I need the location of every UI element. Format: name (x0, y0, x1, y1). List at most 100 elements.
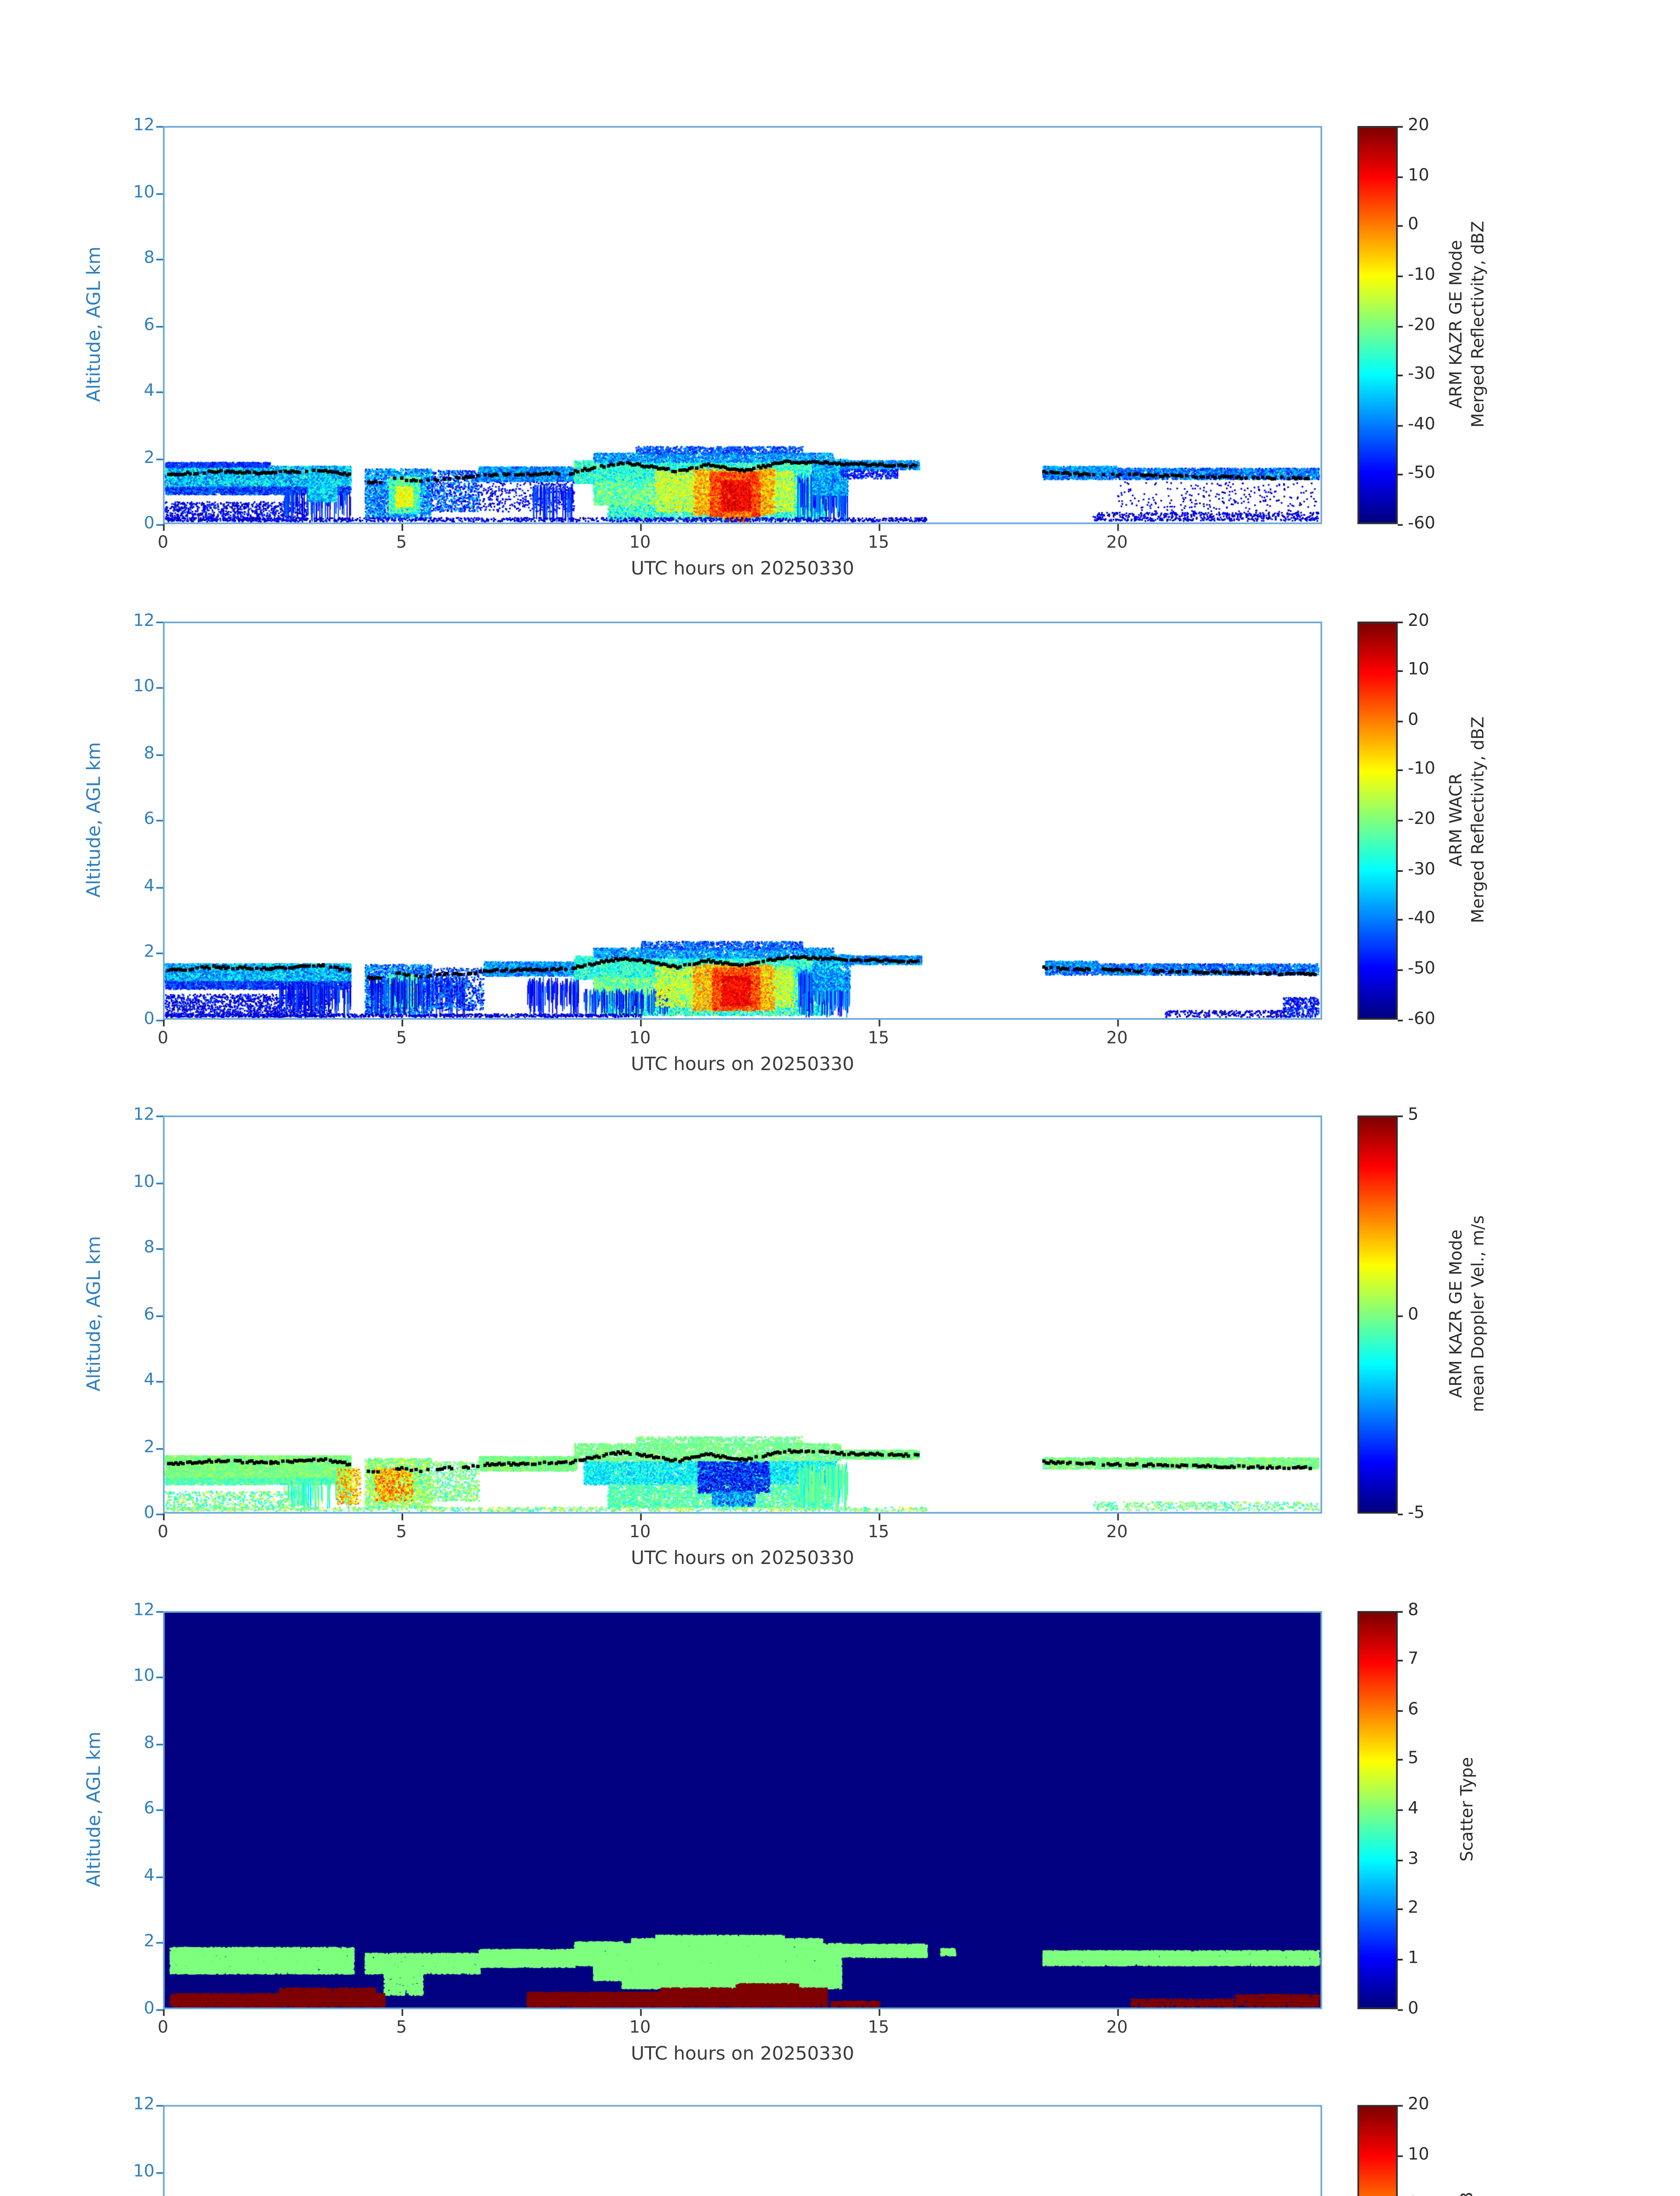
y-tick-label: 2 (144, 1932, 155, 1951)
colorbar-canvas (1359, 1612, 1396, 2007)
y-tick-label: 10 (133, 678, 155, 697)
colorbar-canvas (1359, 622, 1396, 1018)
y-tick-mark (156, 325, 163, 327)
colorbar-tick-label: 2 (1408, 1900, 1419, 1918)
y-tick-label: 0 (144, 515, 155, 534)
y-axis-label: Altitude, AGL km (83, 246, 105, 402)
colorbar-tick-mark (1398, 424, 1403, 426)
colorbar-tick-mark (1398, 2105, 1403, 2107)
plot-area (163, 2105, 1322, 2196)
colorbar-label-line: ARM WACR (1448, 772, 1467, 866)
y-tick-label: 12 (133, 116, 155, 135)
colorbar-tick-mark (1398, 1759, 1403, 1762)
y-tick-label: 8 (144, 744, 155, 763)
x-tick-label: 20 (1106, 1524, 1128, 1542)
y-axis-label: Altitude, AGL km (83, 741, 105, 897)
colorbar-tick-label: 0 (1408, 1305, 1419, 1324)
x-tick-mark (401, 524, 403, 531)
colorbar-label-line: mean Doppler Vel., m/s (1470, 1215, 1489, 1412)
x-tick-label: 0 (157, 1524, 169, 1542)
x-tick-mark (878, 524, 881, 531)
colorbar-tick-mark (1398, 126, 1403, 128)
colorbar-tick-mark (1398, 820, 1403, 822)
x-tick-mark (401, 1019, 403, 1026)
colorbar-tick-mark (1398, 969, 1403, 971)
y-tick-label: 8 (144, 1239, 155, 1258)
x-tick-mark (163, 1019, 165, 1026)
colorbar (1357, 1610, 1398, 2008)
x-tick-mark (1117, 1513, 1119, 1521)
y-tick-mark (156, 952, 163, 954)
y-tick-mark (156, 1181, 163, 1184)
colorbar-label: ARM KAZR GE Mode mean Doppler Vel., m/s (1446, 1215, 1490, 1412)
colorbar-label-line: ARM KAZR GE Mode (1448, 1229, 1467, 1398)
y-tick-label: 10 (133, 183, 155, 202)
y-tick-label: 4 (144, 382, 155, 401)
x-tick-mark (640, 2008, 642, 2015)
colorbar-tick-label: 10 (1408, 661, 1430, 680)
x-tick-label: 15 (867, 1029, 889, 1047)
y-tick-mark (156, 1513, 163, 1516)
x-tick-mark (640, 524, 642, 531)
colorbar-tick-mark (1398, 1315, 1403, 1316)
y-tick-label: 10 (133, 1172, 155, 1191)
y-tick-mark (156, 2008, 163, 2010)
y-tick-label: 0 (144, 1999, 155, 2018)
y-tick-label: 6 (144, 1800, 155, 1819)
colorbar-tick-mark (1398, 869, 1403, 871)
y-tick-label: 2 (144, 1438, 155, 1457)
colorbar-tick-mark (1398, 1513, 1403, 1516)
y-tick-mark (156, 192, 163, 194)
colorbar-label-line: ARM KAZR GE Mode (1448, 240, 1467, 409)
x-tick-label: 10 (629, 1524, 651, 1542)
x-tick-label: 0 (157, 534, 169, 553)
y-tick-label: 12 (133, 1601, 155, 1620)
y-tick-label: 6 (144, 1305, 155, 1324)
x-axis-label: UTC hours on 20250330 (631, 1547, 854, 1569)
colorbar-tick-label: -5 (1408, 1504, 1425, 1523)
colorbar-tick-mark (1398, 919, 1403, 921)
x-tick-mark (878, 1019, 881, 1026)
x-tick-mark (163, 2008, 165, 2015)
colorbar-tick-mark (1398, 524, 1403, 526)
y-tick-label: 4 (144, 1866, 155, 1885)
x-tick-label: 5 (396, 2018, 407, 2037)
y-tick-label: 6 (144, 316, 155, 335)
x-tick-label: 15 (867, 2018, 889, 2037)
heatmap-canvas (164, 622, 1321, 1018)
colorbar-tick-mark (1398, 1958, 1403, 1961)
colorbar-tick-label: -20 (1408, 316, 1435, 335)
colorbar-tick-label: 4 (1408, 1800, 1419, 1819)
x-tick-label: 15 (867, 534, 889, 553)
colorbar-tick-mark (1398, 176, 1403, 178)
x-tick-mark (1117, 524, 1119, 531)
colorbar-tick-label: 20 (1408, 2095, 1430, 2114)
plot-area (163, 1610, 1322, 2008)
heatmap-panel: Altitude, AGL km UTC hours on 20250330 A… (0, 1106, 1680, 1611)
colorbar (1357, 1115, 1398, 1514)
colorbar-tick-label: 3 (1408, 1849, 1419, 1868)
colorbar-tick-label: 1 (1408, 1949, 1419, 1968)
colorbar-tick-label: -40 (1408, 910, 1435, 929)
colorbar-tick-mark (1398, 1709, 1403, 1712)
x-tick-mark (878, 2008, 881, 2015)
colorbar-tick-label: -60 (1408, 1009, 1435, 1028)
y-tick-mark (156, 2105, 163, 2107)
colorbar-tick-label: 0 (1408, 216, 1419, 235)
colorbar-tick-label: 5 (1408, 1106, 1419, 1125)
heatmap-canvas (164, 1117, 1321, 1512)
x-tick-mark (401, 2008, 403, 2015)
colorbar-tick-mark (1398, 1859, 1403, 1861)
y-axis-label: Altitude, AGL km (83, 1236, 105, 1392)
x-tick-label: 10 (629, 1029, 651, 1047)
colorbar-tick-mark (1398, 1909, 1403, 1911)
y-tick-mark (156, 1315, 163, 1316)
colorbar-label-line: De-Cluttered Max Refl., dB (1457, 2192, 1479, 2196)
heatmap-canvas (164, 127, 1321, 523)
colorbar (1357, 2105, 1398, 2196)
colorbar-tick-mark (1398, 2155, 1403, 2156)
heatmap-panel: Altitude, AGL km UTC hours on 20250330 S… (0, 1601, 1680, 2106)
y-tick-mark (156, 687, 163, 689)
x-tick-label: 0 (157, 1029, 169, 1047)
y-tick-mark (156, 1019, 163, 1021)
